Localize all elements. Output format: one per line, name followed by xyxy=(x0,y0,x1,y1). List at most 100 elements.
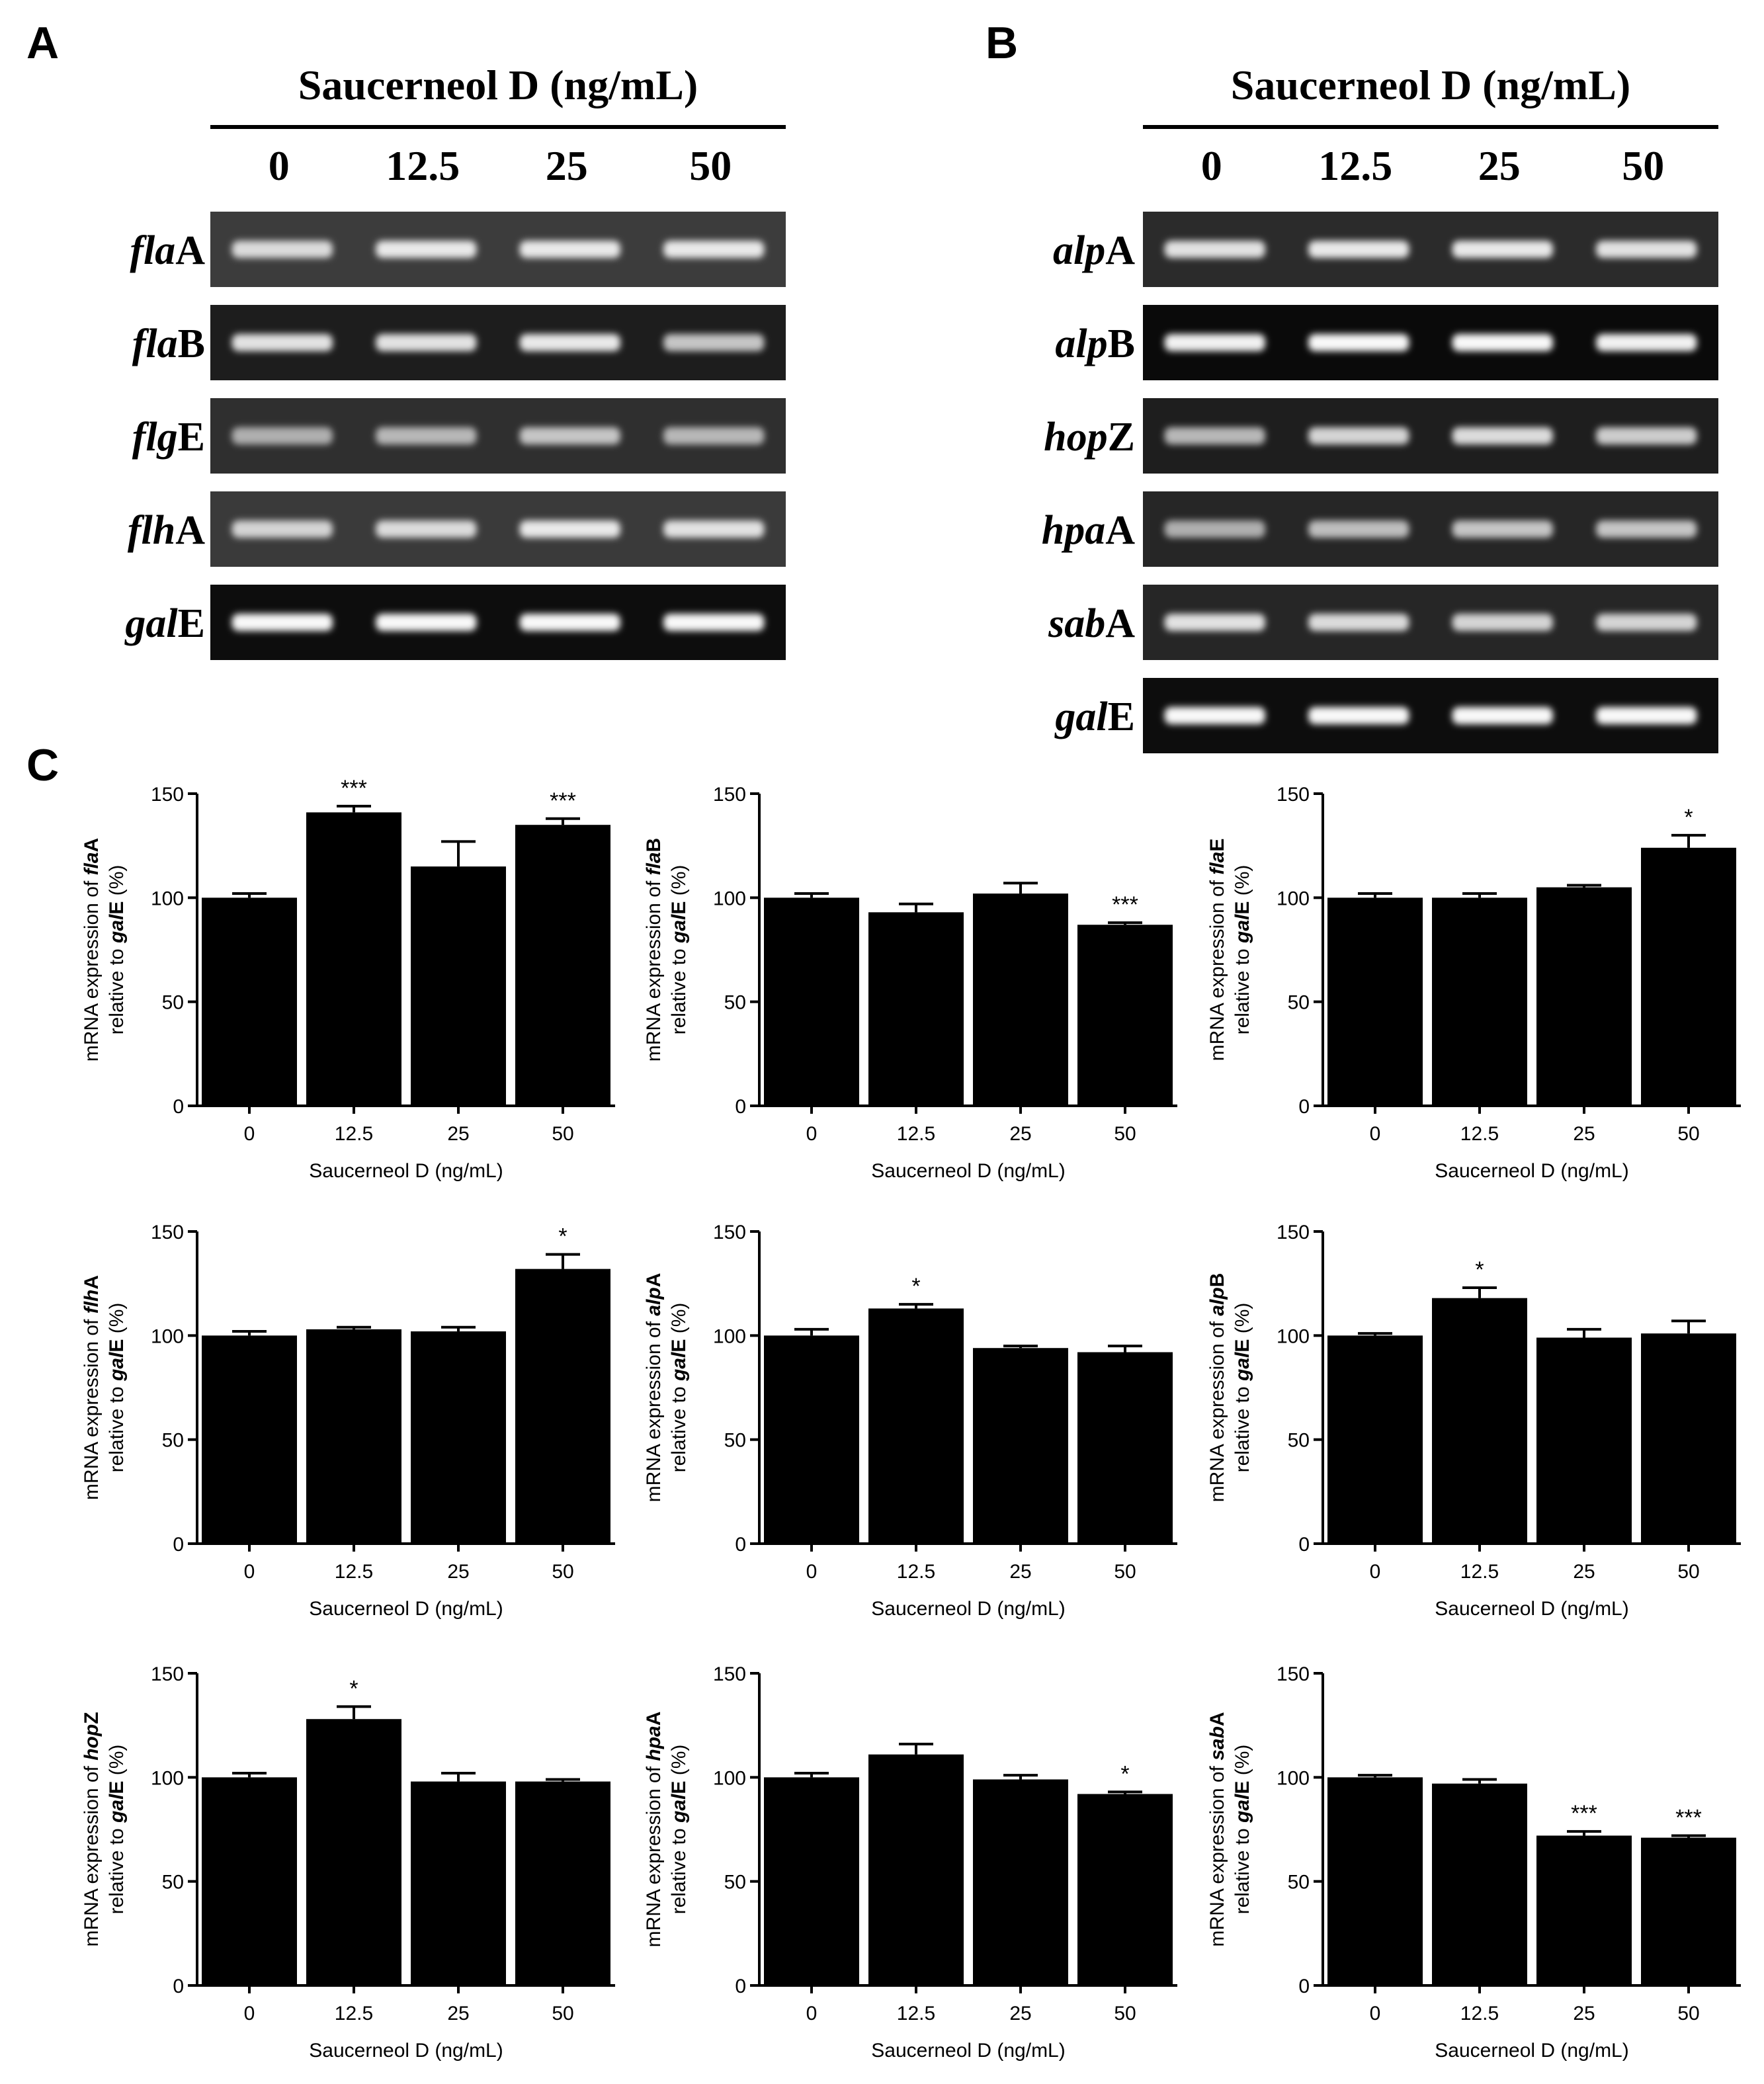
bar xyxy=(1641,847,1736,1106)
gel-band xyxy=(663,334,765,351)
gel-band xyxy=(1452,521,1553,538)
x-tick-label: 12.5 xyxy=(1460,1123,1499,1145)
lane-label: 0 xyxy=(269,142,290,189)
gel-row-alpB: alpB xyxy=(1055,305,1718,380)
y-axis-title-line2: relative to galE (%) xyxy=(668,1303,690,1473)
x-tick-label: 12.5 xyxy=(897,2003,935,2024)
x-tick-label: 25 xyxy=(1009,1123,1031,1145)
y-tick-label: 0 xyxy=(1298,1096,1310,1118)
bar-chart-hopZ: 0 50 100 150 0 12.5 * 25 50 Saucerneol D (ng/mL) m… xyxy=(81,1663,615,2062)
x-tick-label: 0 xyxy=(244,2003,255,2024)
gel-band xyxy=(231,427,333,444)
bar-chart-flhA: 0 50 100 150 0 12.5 25 50 * Saucerneol D (ng/mL) m… xyxy=(81,1222,615,1620)
x-tick-label: 12.5 xyxy=(1460,1561,1499,1583)
y-tick-label: 0 xyxy=(1298,1534,1310,1556)
x-tick-label: 50 xyxy=(552,1561,573,1583)
gel-title: Saucerneol D (ng/mL) xyxy=(1231,62,1630,108)
x-tick-label: 25 xyxy=(447,2003,469,2024)
x-tick-label: 25 xyxy=(1573,1123,1595,1145)
bar xyxy=(515,1781,610,1985)
y-tick-label: 0 xyxy=(173,1534,184,1556)
gene-label: alpB xyxy=(1055,321,1135,366)
bar xyxy=(868,912,964,1106)
x-axis-title: Saucerneol D (ng/mL) xyxy=(1435,1598,1628,1620)
y-axis-title-line1: mRNA expression of flaA xyxy=(81,838,103,1062)
bar xyxy=(1432,1298,1527,1544)
x-axis-title: Saucerneol D (ng/mL) xyxy=(309,2040,503,2062)
gene-label: galE xyxy=(1054,694,1135,739)
bar xyxy=(306,1329,401,1544)
y-tick-label: 0 xyxy=(173,1976,184,1997)
gel-band xyxy=(376,334,477,351)
gel-row-sabA: sabA xyxy=(1048,585,1718,660)
y-tick-label: 150 xyxy=(151,784,184,806)
bar xyxy=(515,825,610,1106)
bar-chart-flaA: 0 50 100 150 0 12.5 *** 25 50 *** Saucerneol D (ng… xyxy=(81,776,615,1182)
lane-label: 50 xyxy=(1622,142,1664,189)
bar xyxy=(1327,897,1423,1106)
bar xyxy=(411,1781,506,1985)
x-axis-title: Saucerneol D (ng/mL) xyxy=(871,1598,1065,1620)
bar-chart-alpB: 0 50 100 150 0 12.5 * 25 50 Saucerneol D (ng/mL) m… xyxy=(1206,1222,1741,1620)
gel-band xyxy=(376,427,477,444)
gel-band xyxy=(1164,241,1265,258)
significance-marker: *** xyxy=(341,776,367,801)
gel-band xyxy=(663,614,765,631)
bar xyxy=(202,1777,297,1985)
x-axis-title: Saucerneol D (ng/mL) xyxy=(1435,2040,1628,2062)
gel-panels: Saucerneol D (ng/mL)0 12.5 25 50flaAflaBflg… xyxy=(124,62,1718,753)
y-axis-title-line1: mRNA expression of alpB xyxy=(1206,1273,1228,1503)
y-tick-label: 150 xyxy=(713,784,746,806)
x-tick-label: 25 xyxy=(1573,1561,1595,1583)
gel-band xyxy=(519,521,620,538)
lane-label: 0 xyxy=(1201,142,1222,189)
gel-band xyxy=(1308,521,1409,538)
gel-row-hpaA: hpaA xyxy=(1042,491,1718,567)
bar xyxy=(973,894,1068,1106)
gel-band xyxy=(1308,614,1409,631)
gel-row-flaA: flaA xyxy=(130,212,786,287)
x-tick-label: 0 xyxy=(806,1561,818,1583)
gel-band xyxy=(663,427,765,444)
gel-band xyxy=(1452,707,1553,724)
x-tick-label: 0 xyxy=(1370,1561,1381,1583)
x-tick-label: 0 xyxy=(1370,2003,1381,2024)
bar xyxy=(764,1777,859,1985)
panel-label-c: C xyxy=(26,740,59,790)
bar xyxy=(1432,1783,1527,1985)
gel-row-flaB: flaB xyxy=(132,305,786,380)
x-axis-title: Saucerneol D (ng/mL) xyxy=(1435,1160,1628,1182)
lane-label: 25 xyxy=(1478,142,1521,189)
y-axis-title-line2: relative to galE (%) xyxy=(668,1745,690,1915)
gel-band xyxy=(376,521,477,538)
bar xyxy=(1432,897,1527,1106)
gel-band xyxy=(1452,241,1553,258)
x-axis-title: Saucerneol D (ng/mL) xyxy=(309,1160,503,1182)
panel-label-b: B xyxy=(986,18,1018,68)
y-tick-label: 0 xyxy=(1298,1976,1310,1997)
y-tick-label: 50 xyxy=(724,1872,746,1894)
gene-label: sabA xyxy=(1048,601,1135,646)
gel-band xyxy=(1164,427,1265,444)
significance-marker: *** xyxy=(1571,1801,1597,1826)
y-tick-label: 100 xyxy=(713,888,746,909)
gel-row-galE: galE xyxy=(124,585,786,660)
y-tick-label: 50 xyxy=(1288,992,1310,1014)
gel-band xyxy=(1164,334,1265,351)
y-axis-title-line2: relative to galE (%) xyxy=(106,1745,128,1915)
x-tick-label: 12.5 xyxy=(335,1123,373,1145)
y-tick-label: 50 xyxy=(1288,1872,1310,1894)
y-axis-title-line1: mRNA expression of hpaA xyxy=(643,1712,665,1948)
y-axis-title-line2: relative to galE (%) xyxy=(106,1303,128,1473)
bar xyxy=(411,866,506,1106)
gel-band xyxy=(663,521,765,538)
gel-band xyxy=(1452,334,1553,351)
lane-label: 25 xyxy=(546,142,588,189)
x-tick-label: 50 xyxy=(1114,1561,1136,1583)
gene-label: alpA xyxy=(1053,228,1135,273)
gel-band xyxy=(1308,427,1409,444)
x-axis-title: Saucerneol D (ng/mL) xyxy=(871,1160,1065,1182)
bar xyxy=(868,1308,964,1544)
gene-label: flaB xyxy=(132,321,205,366)
bar xyxy=(1536,1337,1632,1544)
